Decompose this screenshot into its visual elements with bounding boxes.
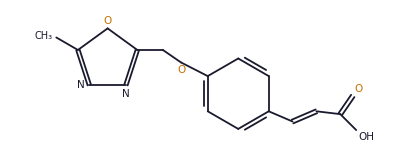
Text: N: N	[122, 89, 130, 99]
Text: O: O	[103, 16, 112, 26]
Text: O: O	[176, 65, 185, 75]
Text: O: O	[353, 84, 361, 94]
Text: OH: OH	[358, 132, 373, 142]
Text: CH₃: CH₃	[35, 31, 53, 41]
Text: N: N	[77, 80, 85, 90]
